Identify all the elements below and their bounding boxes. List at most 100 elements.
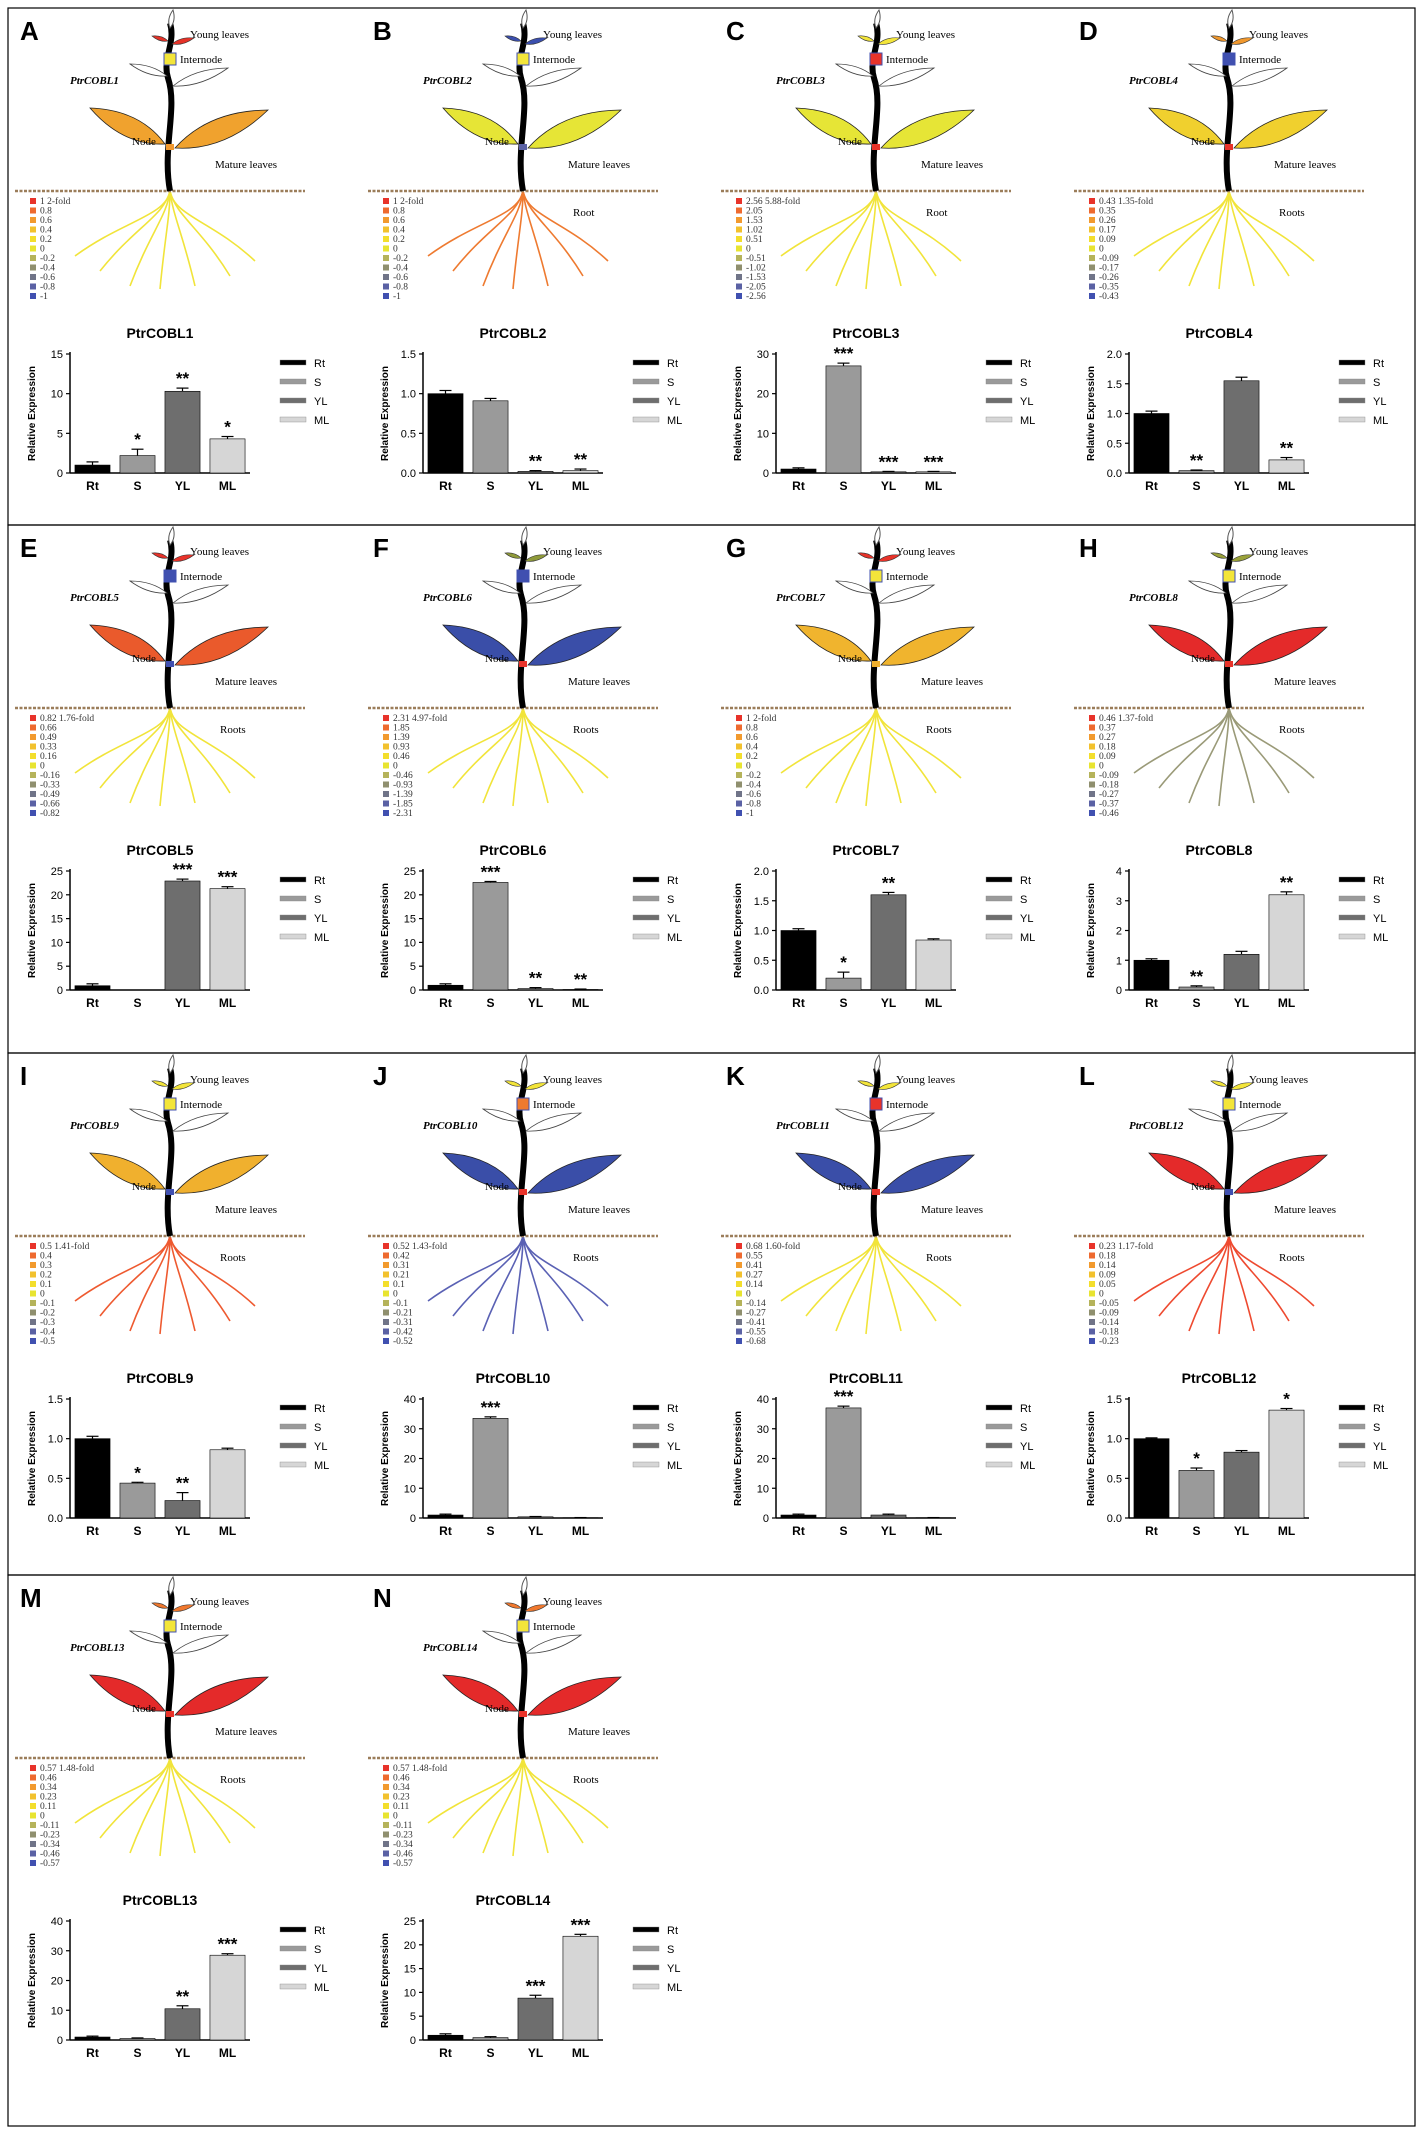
outline-leaf-left xyxy=(1187,63,1228,77)
panel-letter: I xyxy=(20,1061,27,1091)
scale-label: -0.46 xyxy=(393,771,413,781)
panel-D: D PtrCOBL4 Young leaves Internode Node Mature… xyxy=(1074,8,1388,493)
apex-bud xyxy=(1227,525,1234,546)
mature-leaf-left xyxy=(89,1674,166,1712)
chart-title: PtrCOBL6 xyxy=(480,842,547,858)
outline-leaf-right xyxy=(524,1634,583,1654)
y-tick-label: 1.0 xyxy=(1107,1434,1122,1446)
scale-label: 0.46 xyxy=(40,1774,57,1784)
young-leaf-left xyxy=(151,35,169,42)
legend-swatch xyxy=(1338,1442,1366,1449)
outline-leaf-left xyxy=(128,1630,169,1644)
mature-leaves-label: Mature leaves xyxy=(568,1726,630,1738)
root-branch xyxy=(74,190,171,257)
scale-swatch xyxy=(30,810,36,816)
legend-swatch xyxy=(279,1964,307,1971)
young-leaves-label: Young leaves xyxy=(190,29,249,41)
root-branch xyxy=(452,707,524,789)
scale-swatch xyxy=(1089,1338,1095,1344)
bar-Rt xyxy=(1133,413,1170,474)
plant-name-label: PtrCOBL12 xyxy=(1129,1120,1184,1132)
mature-leaf-right xyxy=(527,109,623,149)
scale-label: 0.57 1.48-fold xyxy=(393,1763,447,1774)
scale-label: 0.14 xyxy=(746,1280,763,1290)
y-tick-label: 0 xyxy=(410,985,416,997)
y-tick-label: 0 xyxy=(763,468,769,480)
scale-swatch xyxy=(30,1309,36,1316)
scale-label: -1.39 xyxy=(393,790,413,800)
plant-name-label: PtrCOBL13 xyxy=(70,1642,125,1654)
scale-swatch xyxy=(383,274,389,280)
young-leaf-right xyxy=(524,554,548,562)
significance-mark: ** xyxy=(176,1987,190,2006)
root-branch xyxy=(875,1235,902,1332)
scale-label: -1 xyxy=(40,292,48,302)
y-tick-label: 10 xyxy=(757,1483,769,1495)
category-label: Rt xyxy=(792,479,805,493)
scale-swatch xyxy=(736,207,742,214)
bar-ML xyxy=(1268,459,1305,474)
scale-label: -0.1 xyxy=(40,1299,55,1309)
scale-swatch xyxy=(1089,283,1095,290)
category-label: ML xyxy=(925,996,942,1010)
y-tick-label: 0.0 xyxy=(48,1513,63,1525)
bar-YL xyxy=(164,390,201,474)
scale-label: -0.14 xyxy=(746,1299,766,1309)
roots xyxy=(1133,1235,1315,1335)
root-branch xyxy=(1228,1235,1255,1332)
legend-swatch xyxy=(985,876,1013,883)
y-tick-label: 4 xyxy=(1116,866,1122,878)
legend-swatch xyxy=(632,895,660,902)
scale-swatch xyxy=(383,198,389,204)
scale-label: -1 xyxy=(393,292,401,302)
plant-diagram: PtrCOBL4 Young leaves Internode Node Mature … xyxy=(1074,8,1364,290)
scale-swatch xyxy=(383,245,389,252)
scale-label: 0.27 xyxy=(1099,733,1116,743)
root-branch xyxy=(805,707,877,789)
internode-segment xyxy=(869,569,883,583)
root-branch xyxy=(169,190,196,287)
scale-swatch xyxy=(30,264,36,271)
scale-swatch xyxy=(736,1281,742,1287)
young-leaf-left xyxy=(1210,35,1228,42)
roots-label: Roots xyxy=(220,1252,246,1264)
chart-title: PtrCOBL11 xyxy=(829,1370,903,1386)
y-tick-label: 20 xyxy=(404,890,416,902)
root-branch xyxy=(1158,707,1230,789)
scale-swatch xyxy=(383,1338,389,1344)
scale-swatch xyxy=(30,274,36,280)
internode-segment xyxy=(869,1097,883,1111)
significance-mark: *** xyxy=(481,1398,501,1417)
scale-label: -0.55 xyxy=(746,1328,766,1338)
y-tick-label: 15 xyxy=(404,1964,416,1976)
legend-label: ML xyxy=(1020,415,1035,427)
panel-B: B PtrCOBL2 Young leaves Internode Node Mature… xyxy=(368,8,682,493)
legend-label: Rt xyxy=(1020,358,1031,370)
scale-label: 0.16 xyxy=(40,752,57,762)
scale-label: 0.6 xyxy=(40,216,52,226)
internode-label: Internode xyxy=(533,571,575,583)
scale-swatch xyxy=(383,1822,389,1828)
scale-swatch xyxy=(1089,715,1095,721)
scale-swatch xyxy=(30,781,36,788)
scale-label: 0 xyxy=(1099,762,1104,772)
scale-label: -0.09 xyxy=(1099,771,1119,781)
root-branch xyxy=(427,1757,524,1824)
roots xyxy=(74,1757,256,1857)
scale-label: 0 xyxy=(1099,245,1104,255)
scale-swatch xyxy=(30,743,36,750)
bar-chart: PtrCOBL13 0 10 20 30 40 Relative Expression Rt S… xyxy=(27,1892,250,2060)
scale-swatch xyxy=(736,1309,742,1316)
category-label: YL xyxy=(881,1524,896,1538)
category-label: ML xyxy=(572,479,589,493)
legend-swatch xyxy=(1338,397,1366,404)
chart-legend: Rt S YL ML xyxy=(985,1403,1035,1472)
category-label: YL xyxy=(1234,1524,1249,1538)
scale-label: 1 2-fold xyxy=(393,196,424,207)
mature-leaf-left xyxy=(795,624,872,662)
scale-label: 0.21 xyxy=(393,1271,410,1281)
young-leaf-left xyxy=(504,552,522,559)
scale-label: 0.2 xyxy=(40,235,52,245)
legend-swatch xyxy=(632,1964,660,1971)
legend-swatch xyxy=(632,914,660,921)
